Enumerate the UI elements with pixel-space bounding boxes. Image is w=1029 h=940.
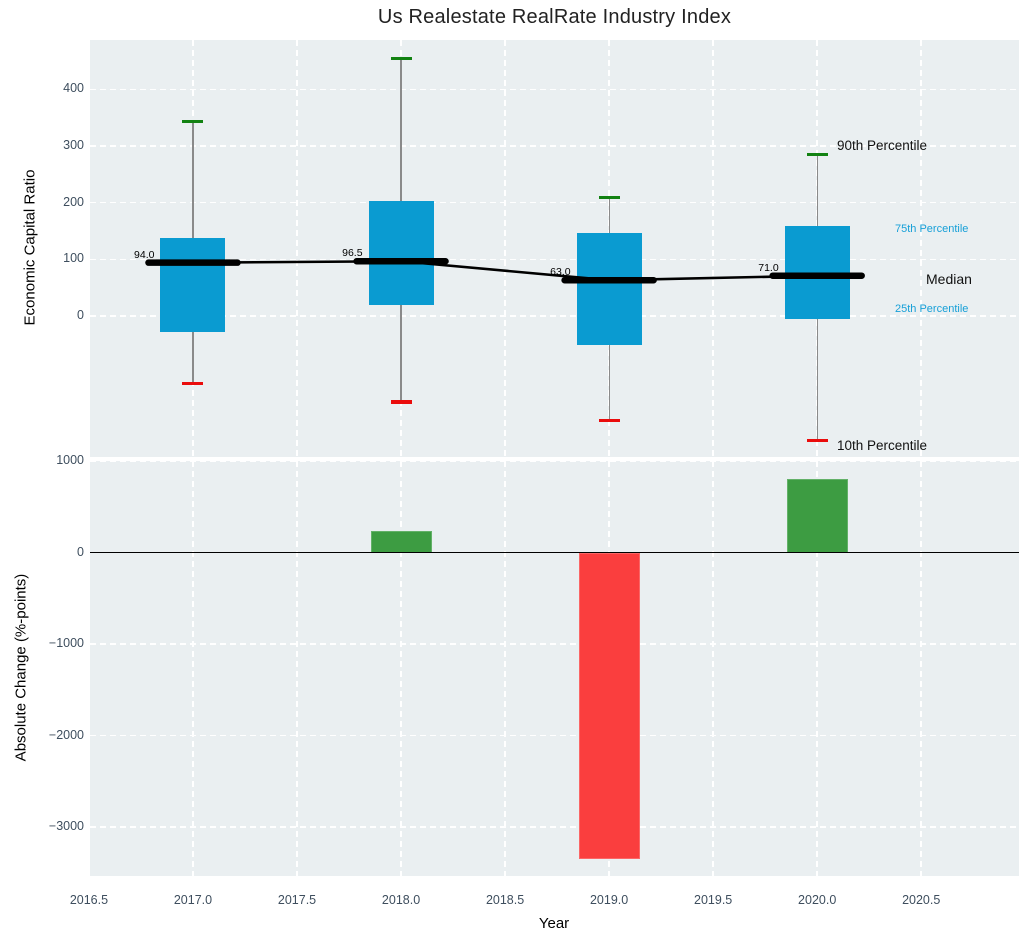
whisker-cap-90th (182, 119, 204, 124)
y-tick-label: 0 (77, 544, 84, 559)
x-tick-label: 2018.5 (485, 893, 525, 907)
gridline-vertical (400, 461, 402, 876)
y-tick-label: 400 (63, 81, 84, 96)
gridline-vertical (192, 461, 194, 876)
box-iqr (368, 201, 434, 305)
median-annotation: 63.0 (550, 266, 571, 279)
whisker-cap-10th (182, 382, 204, 386)
gridline-horizontal (90, 145, 1019, 147)
zero-line (90, 551, 1019, 554)
whisker-cap-10th (806, 438, 828, 443)
top-axes: 94.0 96.5 63.0 71.0 90th Percentile 75th Perc… (90, 40, 1019, 457)
legend-label-p75: 75th Percentile (895, 223, 969, 236)
gridline-horizontal (90, 258, 1019, 260)
y-tick-label: 100 (63, 251, 84, 266)
x-tick-label: 2016.5 (69, 893, 109, 907)
y-tick-label: −1000 (48, 636, 84, 651)
whisker-cap-90th (390, 56, 412, 60)
gridline-horizontal (90, 734, 1019, 737)
y-tick-label: −2000 (48, 727, 84, 742)
x-tick-label: 2020.0 (798, 893, 837, 907)
x-tick-label: 2019.5 (694, 893, 733, 907)
gridline-vertical (296, 461, 298, 876)
gridline-vertical (712, 40, 714, 457)
y-axis-label-top: Economic Capital Ratio (21, 169, 39, 326)
box-iqr (576, 232, 642, 346)
legend-label-p25: 25th Percentile (895, 303, 969, 316)
y-axis-label-bottom: Absolute Change (%-points) (12, 573, 30, 762)
chart-title: Us Realestate RealRate Industry Index (377, 6, 732, 28)
whisker-cap-90th (598, 195, 620, 200)
gridline-horizontal (90, 461, 1019, 462)
median-connecting-line (192, 259, 818, 282)
x-tick-label: 2017.5 (277, 893, 317, 907)
median-line-layer (145, 257, 865, 284)
median-annotation: 96.5 (342, 247, 363, 260)
gridline-vertical (920, 40, 922, 457)
median-annotation: 71.0 (758, 261, 779, 274)
x-tick-label: 2018.0 (381, 893, 421, 907)
gridline-horizontal (90, 643, 1019, 645)
gridline-vertical (712, 461, 714, 876)
gridline-horizontal (90, 201, 1019, 204)
box-iqr (784, 225, 850, 319)
y-tick-label: 300 (63, 137, 84, 152)
box-iqr (160, 237, 226, 332)
bar-negative (578, 552, 640, 860)
y-tick-label: 1000 (56, 453, 84, 467)
y-tick-label: 0 (77, 307, 84, 322)
gridline-vertical (296, 40, 298, 457)
whisker-cap-10th (598, 418, 620, 422)
median-annotation: 94.0 (134, 248, 155, 261)
gridline-horizontal (90, 315, 1019, 317)
bottom-axes (90, 461, 1019, 876)
bar-positive (370, 531, 432, 553)
whisker-cap-90th (806, 152, 828, 157)
legend-label-p10: 10th Percentile (837, 438, 928, 454)
whisker-cap-10th (390, 400, 412, 404)
gridline-horizontal (90, 826, 1019, 828)
x-axis-label: Year (538, 915, 570, 932)
gridline-vertical (920, 461, 922, 876)
y-tick-label: −3000 (48, 819, 84, 834)
gridline-vertical (816, 461, 818, 876)
gridline-vertical (504, 40, 506, 457)
gridline-vertical (504, 461, 506, 876)
legend-label-p90: 90th Percentile (837, 138, 928, 154)
x-tick-label: 2019.0 (589, 893, 629, 907)
legend-label-median: Median (926, 271, 972, 288)
x-tick-label: 2020.5 (902, 893, 941, 907)
gridline-horizontal (90, 88, 1019, 91)
bar-positive (786, 479, 848, 553)
x-tick-label: 2017.0 (173, 893, 213, 907)
y-tick-label: 200 (63, 194, 84, 209)
